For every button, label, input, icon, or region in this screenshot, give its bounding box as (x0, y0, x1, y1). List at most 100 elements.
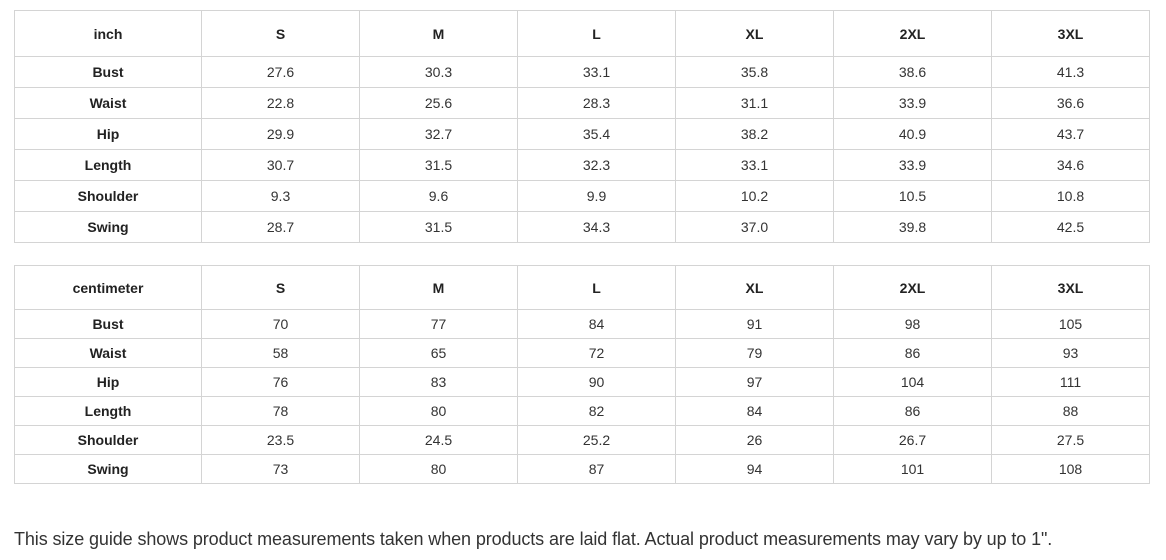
measurement-value: 26 (675, 425, 834, 455)
inch-size-table: inch S M L XL 2XL 3XL Bust 27.6 30.3 33.1 35.8 38.6 4… (14, 10, 1150, 243)
table-row: Waist 22.8 25.6 28.3 31.1 33.9 36.6 (14, 87, 1150, 119)
measurement-value: 79 (675, 338, 834, 368)
measurement-value: 105 (991, 309, 1150, 339)
measurement-value: 29.9 (201, 118, 360, 150)
measurement-value: 87 (517, 454, 676, 484)
measurement-value: 35.4 (517, 118, 676, 150)
measurement-value: 97 (675, 367, 834, 397)
measurement-value: 9.9 (517, 180, 676, 212)
measurement-value: 10.2 (675, 180, 834, 212)
centimeter-size-table: centimeter S M L XL 2XL 3XL Bust 70 77 84 91 98 105 Wa… (14, 265, 1150, 484)
measurement-value: 80 (359, 396, 518, 426)
measurement-value: 25.6 (359, 87, 518, 119)
header-row: inch S M L XL 2XL 3XL (14, 10, 1150, 57)
measurement-label: Waist (14, 338, 202, 368)
measurement-value: 25.2 (517, 425, 676, 455)
measurement-value: 88 (991, 396, 1150, 426)
unit-header: inch (14, 10, 202, 57)
measurement-value: 27.6 (201, 56, 360, 88)
table-row: Bust 27.6 30.3 33.1 35.8 38.6 41.3 (14, 56, 1150, 88)
measurement-value: 34.6 (991, 149, 1150, 181)
measurement-value: 84 (675, 396, 834, 426)
measurement-value: 26.7 (833, 425, 992, 455)
measurement-value: 108 (991, 454, 1150, 484)
measurement-value: 72 (517, 338, 676, 368)
measurement-value: 70 (201, 309, 360, 339)
measurement-value: 58 (201, 338, 360, 368)
table-row: Length 78 80 82 84 86 88 (14, 396, 1150, 426)
table-row: Swing 28.7 31.5 34.3 37.0 39.8 42.5 (14, 211, 1150, 243)
measurement-value: 36.6 (991, 87, 1150, 119)
measurement-label: Swing (14, 211, 202, 243)
size-guide-note: This size guide shows product measuremen… (14, 529, 1053, 549)
measurement-value: 104 (833, 367, 992, 397)
measurement-value: 10.5 (833, 180, 992, 212)
measurement-value: 86 (833, 396, 992, 426)
unit-header: centimeter (14, 265, 202, 310)
measurement-value: 76 (201, 367, 360, 397)
measurement-value: 9.6 (359, 180, 518, 212)
table-row: Waist 58 65 72 79 86 93 (14, 338, 1150, 368)
measurement-label: Length (14, 396, 202, 426)
size-header: S (201, 265, 360, 310)
measurement-value: 86 (833, 338, 992, 368)
measurement-value: 22.8 (201, 87, 360, 119)
measurement-value: 10.8 (991, 180, 1150, 212)
measurement-value: 30.3 (359, 56, 518, 88)
measurement-value: 32.3 (517, 149, 676, 181)
header-row: centimeter S M L XL 2XL 3XL (14, 265, 1150, 310)
measurement-value: 111 (991, 367, 1150, 397)
size-header: M (359, 265, 518, 310)
table-row: Shoulder 23.5 24.5 25.2 26 26.7 27.5 (14, 425, 1150, 455)
measurement-value: 77 (359, 309, 518, 339)
measurement-value: 23.5 (201, 425, 360, 455)
measurement-value: 101 (833, 454, 992, 484)
measurement-value: 9.3 (201, 180, 360, 212)
measurement-value: 65 (359, 338, 518, 368)
measurement-value: 32.7 (359, 118, 518, 150)
size-header: 3XL (991, 265, 1150, 310)
measurement-label: Swing (14, 454, 202, 484)
measurement-label: Hip (14, 118, 202, 150)
table-row: Hip 76 83 90 97 104 111 (14, 367, 1150, 397)
measurement-value: 34.3 (517, 211, 676, 243)
measurement-value: 33.9 (833, 149, 992, 181)
measurement-value: 30.7 (201, 149, 360, 181)
table-row: Bust 70 77 84 91 98 105 (14, 309, 1150, 339)
measurement-value: 35.8 (675, 56, 834, 88)
measurement-value: 33.1 (517, 56, 676, 88)
measurement-label: Hip (14, 367, 202, 397)
measurement-value: 80 (359, 454, 518, 484)
size-header: L (517, 10, 676, 57)
measurement-value: 40.9 (833, 118, 992, 150)
measurement-label: Shoulder (14, 425, 202, 455)
measurement-value: 33.1 (675, 149, 834, 181)
measurement-value: 38.2 (675, 118, 834, 150)
measurement-label: Shoulder (14, 180, 202, 212)
size-header: 2XL (833, 265, 992, 310)
measurement-value: 84 (517, 309, 676, 339)
size-header: XL (675, 10, 834, 57)
measurement-value: 28.3 (517, 87, 676, 119)
measurement-label: Waist (14, 87, 202, 119)
measurement-value: 27.5 (991, 425, 1150, 455)
measurement-value: 28.7 (201, 211, 360, 243)
measurement-value: 31.1 (675, 87, 834, 119)
measurement-value: 43.7 (991, 118, 1150, 150)
measurement-value: 98 (833, 309, 992, 339)
measurement-value: 38.6 (833, 56, 992, 88)
measurement-value: 93 (991, 338, 1150, 368)
measurement-value: 41.3 (991, 56, 1150, 88)
size-header: S (201, 10, 360, 57)
size-header: L (517, 265, 676, 310)
measurement-value: 39.8 (833, 211, 992, 243)
size-header: 3XL (991, 10, 1150, 57)
table-row: Length 30.7 31.5 32.3 33.1 33.9 34.6 (14, 149, 1150, 181)
measurement-value: 24.5 (359, 425, 518, 455)
table-row: Swing 73 80 87 94 101 108 (14, 454, 1150, 484)
measurement-value: 90 (517, 367, 676, 397)
size-header: M (359, 10, 518, 57)
measurement-value: 83 (359, 367, 518, 397)
measurement-label: Length (14, 149, 202, 181)
measurement-value: 82 (517, 396, 676, 426)
